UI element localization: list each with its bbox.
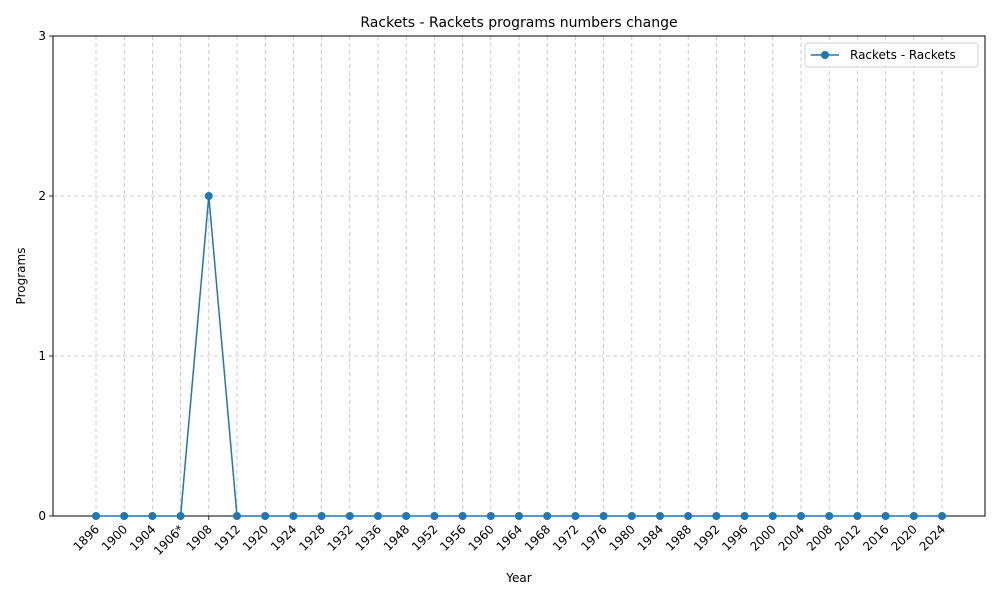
data-point <box>909 512 918 520</box>
data-point <box>599 512 608 520</box>
data-point <box>853 512 862 520</box>
y-axis-label: Programs <box>14 248 28 305</box>
data-point <box>374 512 382 520</box>
data-point <box>938 512 946 520</box>
data-point <box>543 512 552 520</box>
legend-box <box>804 42 979 68</box>
data-point <box>712 512 721 520</box>
series-layer <box>92 192 946 520</box>
data-point <box>797 512 805 520</box>
data-point <box>261 512 270 520</box>
data-point <box>458 512 467 520</box>
data-point <box>656 512 664 520</box>
data-point <box>684 512 693 520</box>
data-point <box>120 512 129 520</box>
y-tick-label: 3 <box>38 29 46 43</box>
data-point <box>515 512 523 520</box>
data-point <box>740 512 749 520</box>
legend-label: Rackets - Rackets <box>850 48 956 62</box>
chart-title: Rackets - Rackets programs numbers chang… <box>360 15 677 31</box>
data-point <box>825 512 834 520</box>
data-point <box>317 512 326 520</box>
data-point <box>571 512 580 520</box>
data-point <box>627 512 636 520</box>
data-point <box>289 512 298 520</box>
y-tick-label: 1 <box>38 349 46 363</box>
grid <box>53 36 985 516</box>
data-point <box>402 512 411 520</box>
data-point <box>430 512 439 520</box>
data-point <box>148 512 157 520</box>
x-axis-label: Year <box>505 571 531 585</box>
y-tick-label: 2 <box>38 189 46 203</box>
y-tick-label: 0 <box>38 509 46 523</box>
legend-marker <box>821 51 829 59</box>
data-point <box>233 512 241 520</box>
data-point <box>204 192 213 200</box>
data-point <box>92 512 100 520</box>
legend: Rackets - Rackets <box>804 42 979 68</box>
data-point <box>486 512 495 520</box>
data-point <box>345 512 354 520</box>
data-point <box>768 512 777 520</box>
data-point <box>176 512 185 520</box>
data-point <box>881 512 890 520</box>
